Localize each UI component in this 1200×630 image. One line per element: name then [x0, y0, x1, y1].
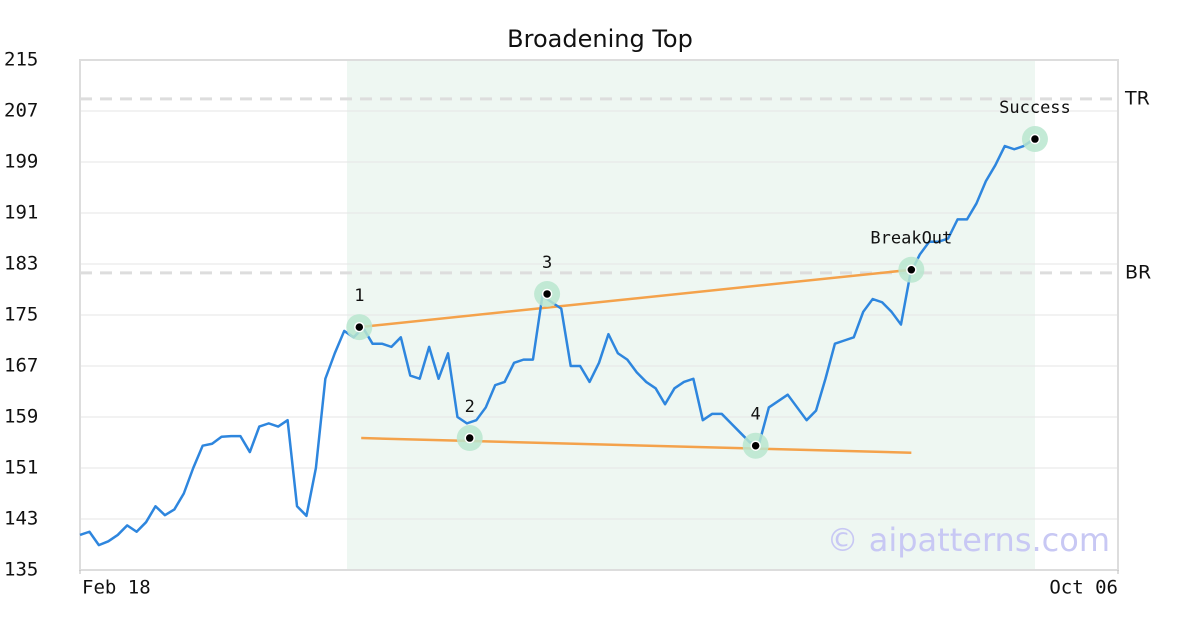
- plot-frame: [79, 59, 1119, 571]
- pivot-label: 2: [465, 397, 475, 417]
- y-tick-label: 151: [4, 457, 38, 479]
- price-line: [79, 138, 1034, 547]
- y-tick-label: 159: [4, 406, 38, 428]
- pivot-label: 4: [751, 405, 761, 425]
- level-label: TR: [1124, 87, 1150, 109]
- level-label: BR: [1125, 261, 1151, 283]
- pivot-dot: [750, 440, 761, 451]
- pivot-dot: [906, 264, 917, 275]
- pivot-dot: [354, 321, 365, 333]
- pivot-label: 1: [354, 286, 364, 306]
- pivot-label: Success: [999, 98, 1071, 118]
- pivot-label: 3: [542, 253, 552, 273]
- y-tick-label: 207: [4, 100, 38, 122]
- y-tick-label: 135: [4, 559, 38, 581]
- trend-line: [361, 436, 912, 454]
- pivot-dot: [1029, 133, 1041, 145]
- y-tick-label: 175: [4, 304, 38, 326]
- pivot-dot: [464, 432, 475, 444]
- x-tick-label: Oct 06: [1049, 577, 1118, 599]
- trend-line: [359, 268, 912, 329]
- pivot-dot: [541, 288, 553, 300]
- pivot-label: BreakOut: [870, 229, 952, 249]
- y-tick-label: 199: [4, 151, 38, 173]
- y-tick-label: 143: [4, 508, 38, 530]
- watermark: © aipatterns.com: [827, 521, 1110, 559]
- x-tick-label: Feb 18: [82, 577, 151, 599]
- y-tick-label: 167: [4, 355, 38, 377]
- y-tick-label: 215: [4, 49, 38, 71]
- y-tick-label: 183: [4, 253, 38, 275]
- y-tick-label: 191: [4, 202, 38, 224]
- chart-title: Broadening Top: [507, 25, 693, 53]
